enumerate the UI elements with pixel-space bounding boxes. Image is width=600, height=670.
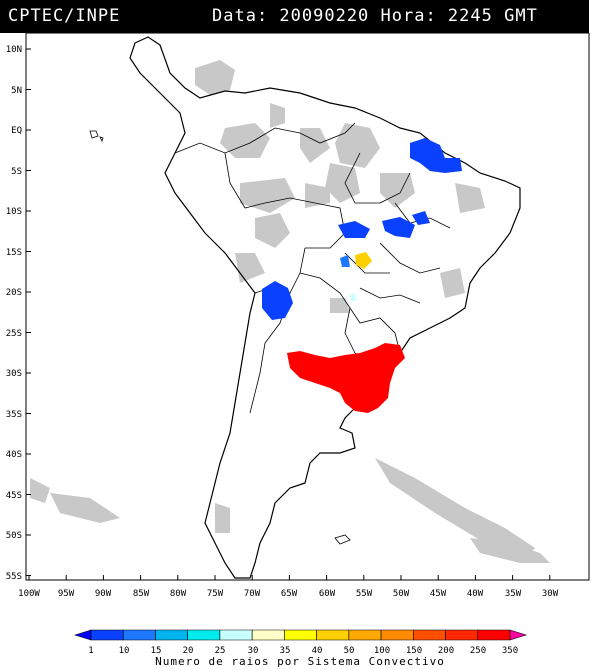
colorbar-label: 30 [248, 646, 259, 654]
colorbar-label: 150 [406, 646, 422, 654]
lat-label: 5N [11, 86, 22, 96]
colorbar-cell [477, 629, 511, 641]
colorbar-label: 350 [502, 646, 518, 654]
lightning-region-south-brazil-argentina [287, 343, 405, 413]
colorbar-cell [187, 629, 221, 641]
lat-label: 10N [6, 45, 22, 55]
colorbar-cell [284, 629, 317, 641]
axis-ticks [26, 48, 551, 580]
colorbar-title: Numero de raios por Sistema Convectivo [155, 655, 445, 668]
lat-label: 20S [6, 288, 22, 298]
lon-label: 100W [18, 589, 40, 599]
colorbar-label: 50 [344, 646, 355, 654]
lat-label: EQ [11, 126, 22, 136]
colorbar-cell [413, 629, 446, 641]
colorbar-cell [219, 629, 253, 641]
map-frame [25, 33, 590, 581]
lon-label: 85W [133, 589, 150, 599]
lightning-map: 10N 5N EQ 5S 10S 15S 20S 25S 30S 35S 40S… [6, 33, 590, 599]
colorbar-label: 250 [470, 646, 486, 654]
lon-label: 65W [281, 589, 298, 599]
lon-label: 75W [207, 589, 224, 599]
lat-label: 40S [6, 450, 22, 460]
colorbar-label: 100 [374, 646, 390, 654]
colorbar-label: 25 [215, 646, 226, 654]
colorbar-cell [90, 629, 124, 641]
lat-label: 15S [6, 248, 22, 258]
header-source: CPTEC/INPE [8, 6, 121, 26]
lightning-region-north-east-brazil [410, 138, 462, 225]
latitude-labels: 10N 5N EQ 5S 10S 15S 20S 25S 30S 35S 40S… [6, 45, 22, 582]
colorbar-cell [316, 629, 350, 641]
lat-label: 10S [6, 207, 22, 217]
country-borders [174, 122, 451, 414]
lon-label: 30W [542, 589, 559, 599]
colorbar-cell [348, 629, 382, 641]
lon-label: 40W [467, 589, 484, 599]
lightning-region-central-brazil [338, 217, 415, 267]
colorbar-label: 40 [312, 646, 323, 654]
colorbar-label: 15 [151, 646, 162, 654]
lon-label: 50W [393, 589, 410, 599]
lon-label: 80W [170, 589, 187, 599]
colorbar-label: 35 [280, 646, 291, 654]
lon-label: 95W [58, 589, 75, 599]
colorbar-labels: 1 10 15 20 25 30 35 40 50 100 150 200 25… [88, 646, 518, 654]
longitude-labels: 100W 95W 90W 85W 80W 75W 70W 65W 60W 55W… [18, 589, 559, 599]
colorbar-cell [73, 629, 92, 641]
colorbar-label: 20 [183, 646, 194, 654]
lon-label: 70W [244, 589, 261, 599]
colorbar-cell [445, 629, 479, 641]
colorbar-cell [251, 629, 285, 641]
lat-label: 55S [6, 572, 22, 582]
lon-label: 60W [319, 589, 336, 599]
lon-label: 90W [95, 589, 112, 599]
south-america-outline [129, 36, 521, 579]
colorbar: 1 10 15 20 25 30 35 40 50 100 150 200 25… [73, 629, 528, 654]
lightning-region-goias [350, 252, 372, 301]
colorbar-cell [122, 629, 156, 641]
colorbar-cells [73, 629, 528, 641]
colorbar-label: 200 [438, 646, 454, 654]
lat-label: 5S [11, 167, 22, 177]
lat-label: 50S [6, 531, 22, 541]
lon-label: 45W [430, 589, 447, 599]
colorbar-cell [155, 629, 188, 641]
lon-label: 35W [505, 589, 522, 599]
lat-label: 35S [6, 410, 22, 420]
lightning-region-bolivia-paraguay [262, 281, 293, 320]
lat-label: 25S [6, 329, 22, 339]
colorbar-cell [509, 629, 528, 641]
colorbar-label: 1 [88, 646, 93, 654]
cloud-cover [30, 60, 550, 563]
header-datetime: Data: 20090220 Hora: 2245 GMT [212, 6, 538, 26]
lon-label: 55W [356, 589, 373, 599]
colorbar-label: 10 [119, 646, 130, 654]
colorbar-cell [380, 629, 414, 641]
lat-label: 45S [6, 491, 22, 501]
lat-label: 30S [6, 369, 22, 379]
header-bar: CPTEC/INPE Data: 20090220 Hora: 2245 GMT [0, 0, 589, 33]
